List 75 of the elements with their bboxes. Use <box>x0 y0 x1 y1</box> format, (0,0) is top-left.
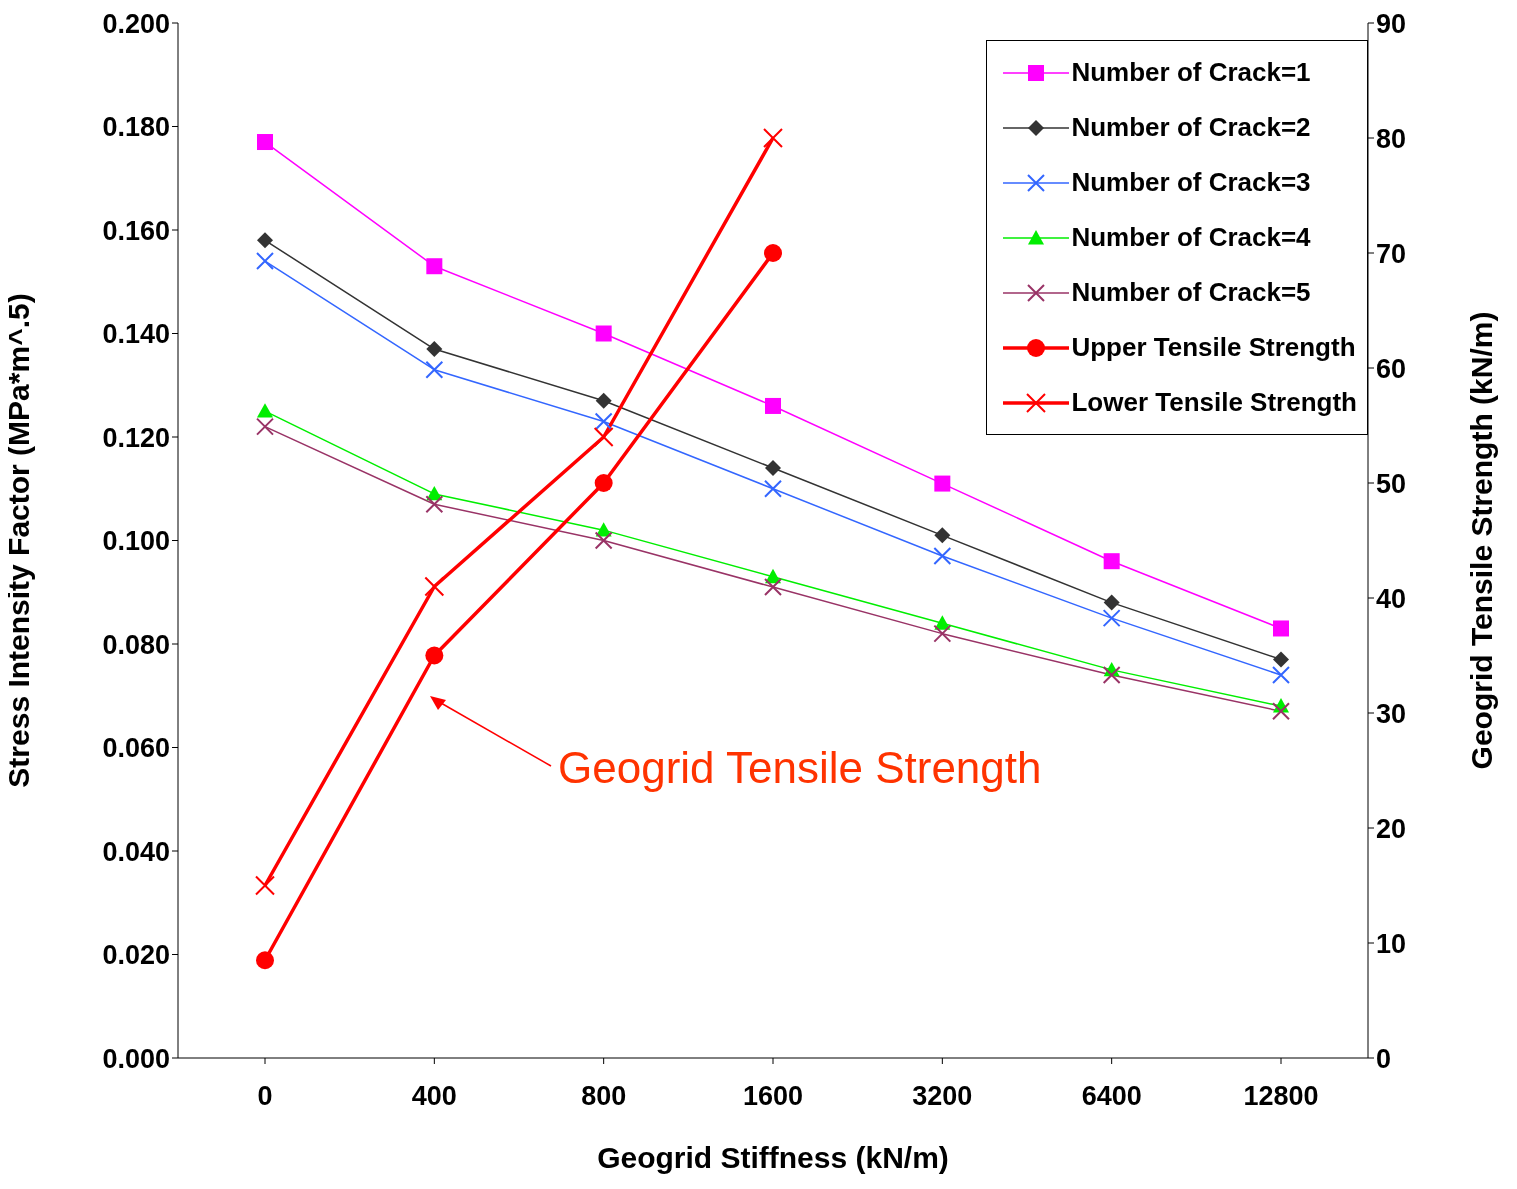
point <box>594 531 613 550</box>
point <box>764 578 782 597</box>
y-tick-label: 0.180 <box>102 112 170 143</box>
point <box>593 427 614 447</box>
point <box>426 258 443 275</box>
point <box>1273 651 1289 668</box>
legend-label: Lower Tensile Strength <box>1071 387 1357 418</box>
point <box>934 527 951 544</box>
y-tick-label: 0.140 <box>102 319 170 350</box>
point <box>1103 594 1120 611</box>
y2-tick-label: 70 <box>1376 238 1407 269</box>
point <box>595 392 612 409</box>
y-tick-label: 0.100 <box>102 526 170 557</box>
x-tick-label: 3200 <box>912 1081 973 1112</box>
y-tick-label: 0.120 <box>102 422 170 453</box>
x-tick-label: 400 <box>411 1081 457 1112</box>
x-tick-label: 6400 <box>1081 1081 1142 1112</box>
y2-tick-label: 90 <box>1376 8 1407 39</box>
point <box>1103 553 1120 570</box>
point <box>1272 702 1290 721</box>
point <box>933 624 952 643</box>
point <box>1273 620 1289 637</box>
point <box>255 875 275 896</box>
y-tick-label: 0.080 <box>102 629 170 660</box>
y2-axis-title: Geogrid Tensile Strength (kN/m) <box>1464 311 1498 770</box>
point <box>764 479 782 498</box>
point <box>594 412 613 431</box>
point <box>425 646 444 665</box>
y2-tick-label: 60 <box>1376 353 1407 384</box>
point <box>595 325 612 342</box>
point <box>1102 609 1121 628</box>
point <box>425 495 444 514</box>
point <box>1272 666 1290 685</box>
legend-label: Number of Crack=3 <box>1071 167 1311 198</box>
point <box>424 576 445 597</box>
legend-label: Number of Crack=5 <box>1071 277 1311 308</box>
x-tick-label: 1600 <box>742 1081 804 1112</box>
point <box>765 397 781 414</box>
legend-label: Number of Crack=4 <box>1071 222 1311 253</box>
point <box>256 951 274 970</box>
point <box>1102 666 1121 685</box>
legend-label: Number of Crack=1 <box>1071 57 1311 88</box>
x-tick-label: 800 <box>581 1081 627 1112</box>
point <box>257 403 273 418</box>
point <box>256 252 274 271</box>
point <box>257 134 273 151</box>
legend-label: Upper Tensile Strength <box>1071 332 1356 363</box>
point <box>763 128 783 148</box>
legend-label: Number of Crack=2 <box>1071 112 1311 143</box>
point <box>594 474 613 492</box>
point <box>933 547 952 566</box>
point <box>426 341 443 358</box>
y-tick-label: 0.000 <box>102 1043 170 1074</box>
point <box>256 417 274 436</box>
y-tick-label: 0.160 <box>102 215 170 246</box>
y2-tick-label: 10 <box>1376 928 1407 959</box>
y2-tick-label: 0 <box>1376 1043 1392 1074</box>
point <box>934 475 951 492</box>
point <box>257 232 273 249</box>
y-tick-label: 0.040 <box>102 836 170 867</box>
x-tick-label: 0 <box>257 1081 273 1112</box>
point <box>765 460 781 477</box>
y2-tick-label: 50 <box>1376 468 1407 499</box>
x-tick-label: 12800 <box>1243 1081 1319 1112</box>
y2-tick-label: 20 <box>1376 813 1407 844</box>
y2-tick-label: 40 <box>1376 583 1407 614</box>
y2-tick-label: 30 <box>1376 698 1407 729</box>
annotation: Geogrid Tensile Strength <box>558 743 1042 793</box>
y-tick-label: 0.200 <box>102 8 170 39</box>
x-axis-title: Geogrid Stiffness (kN/m) <box>597 1141 949 1174</box>
y2-tick-label: 80 <box>1376 123 1407 154</box>
point <box>764 244 782 262</box>
y-tick-label: 0.020 <box>102 940 170 971</box>
y-tick-label: 0.060 <box>102 733 170 764</box>
point <box>425 360 444 379</box>
